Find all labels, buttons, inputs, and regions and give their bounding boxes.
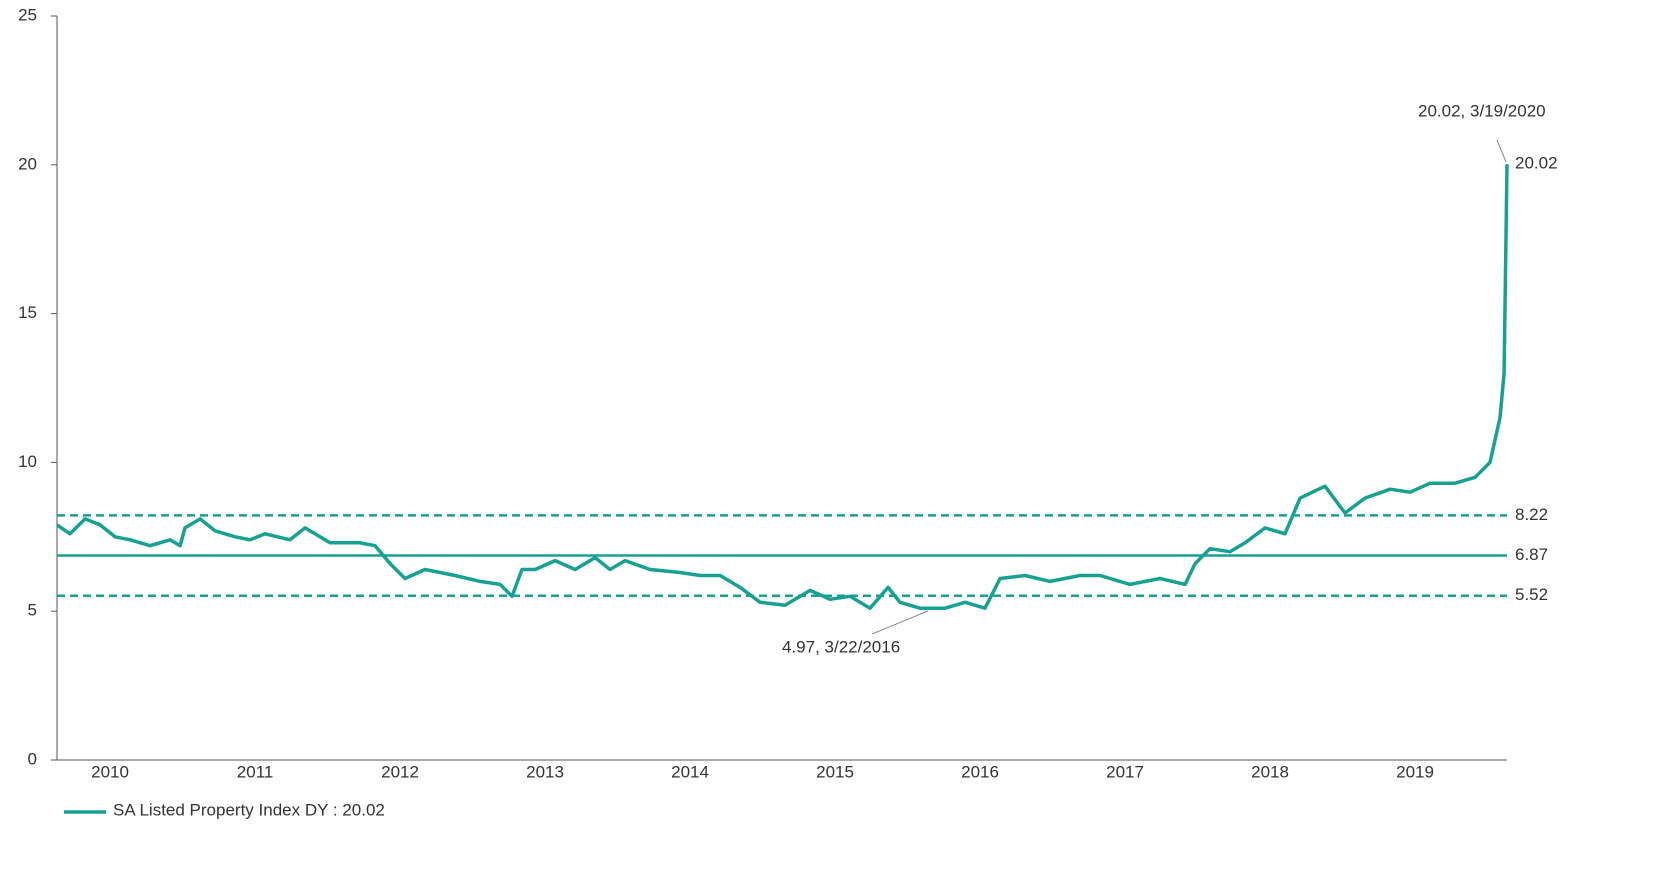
data-line <box>56 164 1509 610</box>
x-tick-label: 2019 <box>1396 762 1434 781</box>
y-tick-label: 25 <box>18 5 37 24</box>
x-tick-label: 2011 <box>237 762 274 781</box>
reference-label: 8.22 <box>1515 505 1548 524</box>
y-tick-label: 20 <box>18 154 37 173</box>
y-tick-label: 0 <box>28 749 37 768</box>
x-tick-label: 2015 <box>816 762 854 781</box>
end-value-label: 20.02 <box>1515 154 1558 173</box>
y-tick-label: 5 <box>28 601 37 620</box>
y-tick-label: 15 <box>18 303 37 322</box>
leader-line <box>1496 139 1507 163</box>
x-tick-label: 2010 <box>91 762 129 781</box>
reference-label: 5.52 <box>1515 585 1548 604</box>
annotation: 20.02, 3/19/2020 <box>1418 101 1546 120</box>
annotation: 4.97, 3/22/2016 <box>782 637 900 656</box>
y-tick-label: 10 <box>18 452 37 471</box>
x-tick-label: 2014 <box>671 762 709 781</box>
x-tick-label: 2018 <box>1251 762 1289 781</box>
x-tick-label: 2013 <box>526 762 564 781</box>
leader-line <box>871 610 929 635</box>
legend-label: SA Listed Property Index DY : 20.02 <box>113 800 385 819</box>
x-tick-label: 2017 <box>1106 762 1144 781</box>
x-tick-label: 2016 <box>961 762 999 781</box>
x-tick-label: 2012 <box>381 762 419 781</box>
reference-label: 6.87 <box>1515 545 1548 564</box>
